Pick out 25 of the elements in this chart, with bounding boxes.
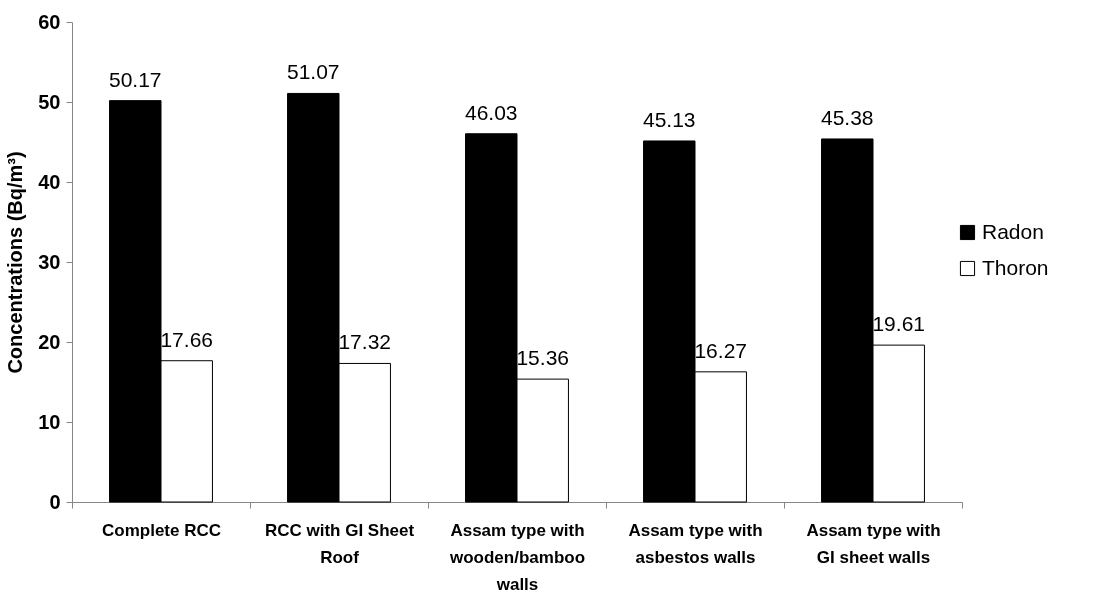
data-label: 15.36 <box>516 346 569 370</box>
data-label: 16.27 <box>694 338 747 362</box>
y-tick-label: 10 <box>38 410 61 433</box>
data-label: 19.61 <box>872 312 925 336</box>
y-tick-label: 50 <box>38 90 61 113</box>
data-label: 50.17 <box>109 67 162 91</box>
x-tick-label: Assam type with GI sheet walls <box>806 520 941 567</box>
x-tick-label: RCC with GI Sheet Roof <box>264 520 415 567</box>
y-tick-label: 60 <box>38 10 61 33</box>
x-tick-label: Assam type with wooden/bamboo walls <box>448 520 586 594</box>
y-axis-title: Concentrations (Bq/m³) <box>4 151 27 374</box>
y-tick-label: 30 <box>38 250 61 273</box>
legend-label: Thoron <box>982 255 1049 279</box>
y-tick-label: 20 <box>38 330 61 353</box>
y-tick-label: 40 <box>38 170 61 193</box>
data-label: 45.38 <box>821 105 874 129</box>
data-label: 17.66 <box>160 327 213 351</box>
y-tick-label: 0 <box>49 490 61 513</box>
data-label: 17.32 <box>338 330 391 354</box>
data-label: 51.07 <box>287 60 340 84</box>
legend-label: Radon <box>982 219 1044 243</box>
x-tick-label: Assam type with asbestos walls <box>628 520 763 567</box>
data-label: 46.03 <box>465 100 518 124</box>
x-tick-label: Complete RCC <box>101 520 222 540</box>
data-label: 45.13 <box>643 107 696 131</box>
